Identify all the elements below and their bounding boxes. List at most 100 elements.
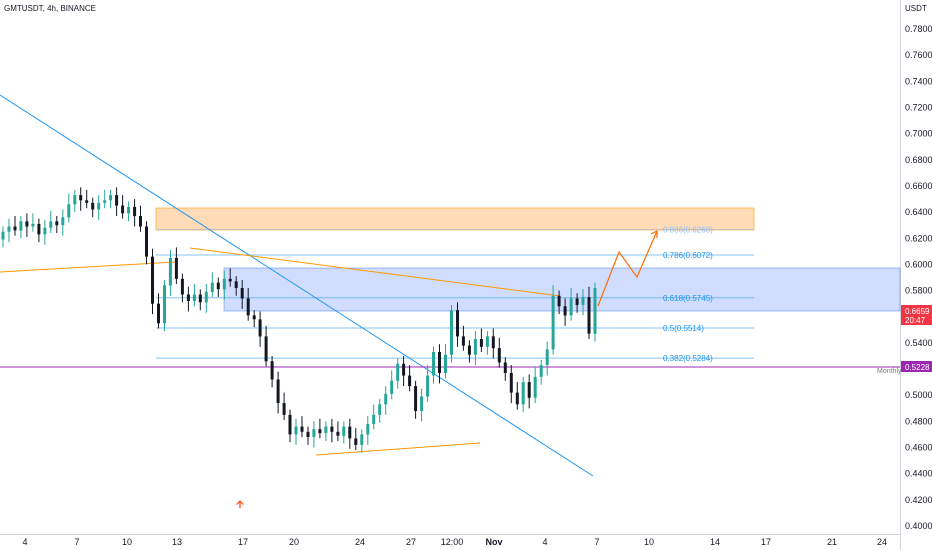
projection-path[interactable] <box>597 230 658 307</box>
candle-body[interactable] <box>450 310 453 355</box>
candle-body[interactable] <box>43 227 47 235</box>
candle-body[interactable] <box>467 345 471 355</box>
candle-body[interactable] <box>414 386 418 411</box>
candle-body[interactable] <box>491 336 495 349</box>
candle-body[interactable] <box>216 282 220 290</box>
candle-body[interactable] <box>246 298 250 316</box>
candle-body[interactable] <box>228 278 232 282</box>
downtrend-line[interactable] <box>0 94 594 477</box>
candle-body[interactable] <box>318 429 322 434</box>
time-axis[interactable]: 4 7 10 13 17 20 24 27 12:00 Nov 4 7 10 14 17 21 24 <box>22 537 887 547</box>
candle-body[interactable] <box>7 226 11 232</box>
candle-body[interactable] <box>151 256 154 304</box>
candle-body[interactable] <box>97 202 101 210</box>
candle-body[interactable] <box>180 278 184 295</box>
candle-body[interactable] <box>366 424 370 435</box>
candle-body[interactable] <box>13 226 17 231</box>
candle-body[interactable] <box>384 393 388 405</box>
candle-body[interactable] <box>85 200 89 203</box>
candle-body[interactable] <box>133 206 137 217</box>
candle-body[interactable] <box>545 349 549 366</box>
candle-body[interactable] <box>270 361 274 380</box>
candle-body[interactable] <box>461 336 465 346</box>
candle-body[interactable] <box>581 297 585 305</box>
candle-body[interactable] <box>163 285 166 324</box>
plot-area[interactable] <box>0 0 900 534</box>
candle-body[interactable] <box>19 221 23 231</box>
candle-body[interactable] <box>444 354 447 373</box>
candle-body[interactable] <box>264 336 268 362</box>
candle-body[interactable] <box>198 294 202 303</box>
candle-body[interactable] <box>234 281 238 288</box>
candle-body[interactable] <box>521 382 525 405</box>
fib-retracement[interactable]: 0.886(0.6268) 0.786(0.6072) 0.618(0.5745) 0… <box>156 225 754 363</box>
candle-body[interactable] <box>336 431 340 436</box>
candle-body[interactable] <box>210 282 214 292</box>
candle-body[interactable] <box>192 294 196 302</box>
candle-body[interactable] <box>157 303 160 324</box>
candle-body[interactable] <box>575 298 579 305</box>
candle-body[interactable] <box>378 404 382 415</box>
bottom-orange-trendline[interactable] <box>315 442 481 456</box>
candle-body[interactable] <box>49 221 53 228</box>
candle-body[interactable] <box>103 200 107 203</box>
candle-body[interactable] <box>282 403 286 415</box>
candle-body[interactable] <box>569 298 573 316</box>
candle-body[interactable] <box>127 206 131 214</box>
candle-body[interactable] <box>139 216 142 227</box>
candle-body[interactable] <box>372 414 376 424</box>
candle-body[interactable] <box>420 396 424 411</box>
candle-body[interactable] <box>61 217 65 226</box>
candle-body[interactable] <box>91 202 95 210</box>
candle-body[interactable] <box>115 195 119 206</box>
candle-body[interactable] <box>324 426 328 434</box>
candle-body[interactable] <box>300 426 304 432</box>
candle-body[interactable] <box>240 288 244 299</box>
candle-body[interactable] <box>354 438 358 445</box>
candle-body[interactable] <box>432 352 435 376</box>
candle-body[interactable] <box>25 221 29 227</box>
support-zone[interactable] <box>223 267 901 312</box>
candle-body[interactable] <box>204 291 208 303</box>
candle-body[interactable] <box>174 257 178 279</box>
candle-body[interactable] <box>396 363 400 381</box>
candle-body[interactable] <box>330 426 334 432</box>
up-arrow-marker[interactable] <box>236 500 244 508</box>
candle-body[interactable] <box>438 352 441 373</box>
candle-body[interactable] <box>551 295 555 350</box>
candle-body[interactable] <box>37 223 41 235</box>
candle-body[interactable] <box>73 195 77 205</box>
candle-body[interactable] <box>503 362 507 374</box>
candle-body[interactable] <box>539 365 543 377</box>
candle-body[interactable] <box>348 426 352 439</box>
candle-body[interactable] <box>485 336 489 347</box>
candle-body[interactable] <box>145 226 148 257</box>
candle-body[interactable] <box>402 363 406 376</box>
candle-body[interactable] <box>557 295 561 307</box>
candle-body[interactable] <box>55 221 59 226</box>
candle-body[interactable] <box>258 319 262 337</box>
candle-body[interactable] <box>222 278 226 290</box>
candle-body[interactable] <box>497 348 501 363</box>
price-axis[interactable]: 0.7800 0.7600 0.7400 0.7200 0.7000 0.6800 0.66… <box>905 24 932 531</box>
candle-body[interactable] <box>509 373 513 393</box>
candle-body[interactable] <box>186 294 190 302</box>
candle-body[interactable] <box>67 204 71 218</box>
candle-body[interactable] <box>563 306 567 316</box>
candle-body[interactable] <box>121 205 125 214</box>
candle-body[interactable] <box>593 288 597 334</box>
candle-body[interactable] <box>288 414 292 435</box>
descending-orange-trendline[interactable] <box>189 247 561 297</box>
candle-body[interactable] <box>587 297 591 334</box>
candle-body[interactable] <box>1 231 5 240</box>
candle-body[interactable] <box>276 379 280 404</box>
candle-body[interactable] <box>306 431 310 437</box>
lower-orange-trendline[interactable] <box>0 261 176 273</box>
resistance-zone[interactable] <box>155 207 755 231</box>
candle-body[interactable] <box>456 310 459 337</box>
candle-body[interactable] <box>360 434 364 445</box>
candle-body[interactable] <box>109 195 113 201</box>
candle-body[interactable] <box>342 426 346 436</box>
candle-body[interactable] <box>79 195 83 201</box>
